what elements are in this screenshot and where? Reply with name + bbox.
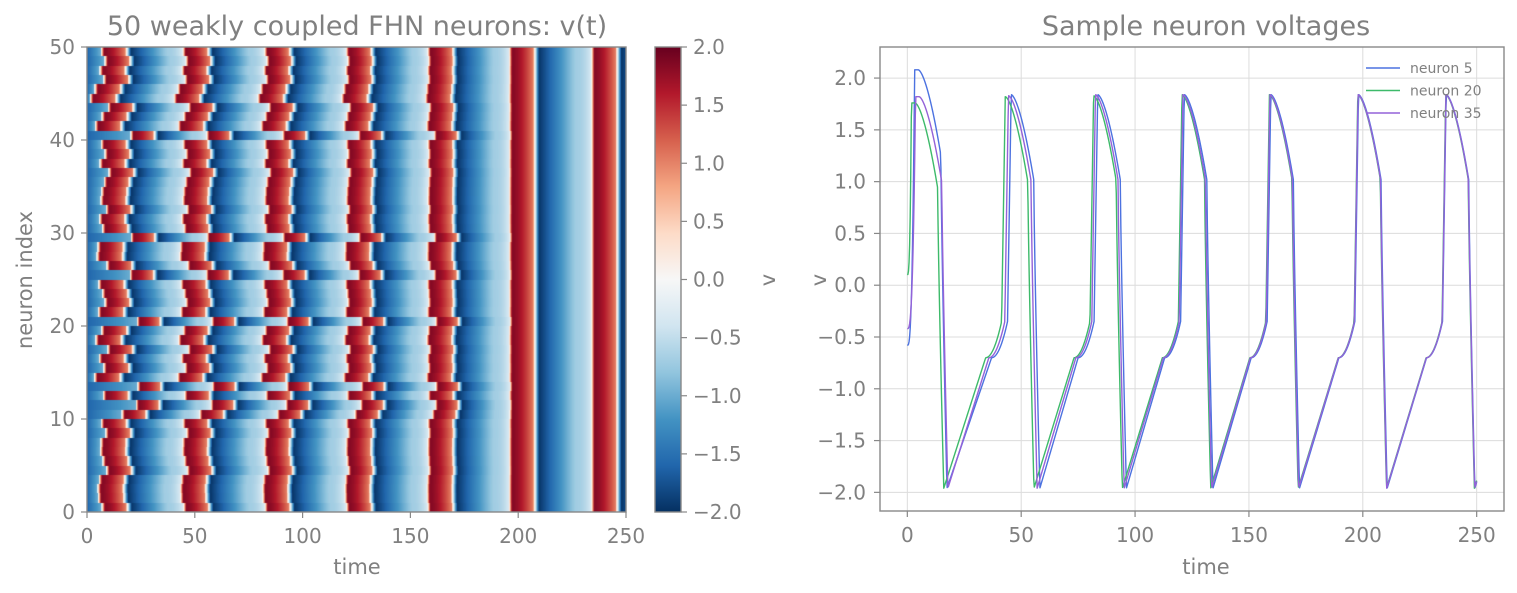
heatmap-frame [86,46,627,513]
heatmap-y-tick-label: 50 [50,35,75,59]
heatmap-panel: 50 weakly coupled FHN neurons: v(t) 0 50 1… [13,11,645,579]
line-y-tick-label: 1.0 [834,170,866,194]
line-x-tick-label: 100 [1116,523,1154,547]
line-y-tick-label: −1.5 [817,429,866,453]
line-y-tick-label: 0.0 [834,273,866,297]
heatmap-y-tick-label: 10 [50,407,75,431]
line-y-tick-label: 0.5 [834,221,866,245]
legend-label: neuron 35 [1410,106,1482,122]
line-x-label: time [1182,555,1229,579]
line-frame [879,46,1505,512]
line-y-tick-label: 1.5 [834,118,866,142]
colorbar-tick-label: −0.5 [693,326,742,350]
heatmap-raster [87,47,626,512]
series-line-neuron-35 [907,93,1478,489]
heatmap-x-tick-label: 100 [284,524,322,548]
line-y-label: v [807,274,831,286]
colorbar-tick-label: −2.0 [693,500,742,524]
colorbar-gradient [655,47,681,512]
colorbar-tick-label: 1.5 [693,93,725,117]
heatmap-x-tick-label: 0 [81,524,94,548]
series-line-neuron-20 [906,93,1478,489]
line-x-tick-label: 150 [1230,523,1268,547]
legend-label: neuron 5 [1410,61,1473,77]
line-x-tick-label: 0 [901,523,914,547]
line-x-tick-label: 250 [1458,523,1496,547]
line-x-tick-label: 200 [1344,523,1382,547]
heatmap-x-tick-label: 50 [182,524,207,548]
heatmap-x-tick-label: 200 [499,524,537,548]
line-series [906,69,1478,489]
heatmap-x-tick-label: 250 [607,524,645,548]
line-y-tick-label: −1.0 [817,377,866,401]
line-y-tick-label: −0.5 [817,325,866,349]
colorbar-tick-label: 0.5 [693,209,725,233]
line-y-tick-label: 2.0 [834,66,866,90]
line-legend: neuron 5 neuron 20 neuron 35 [1366,61,1482,122]
heatmap-y-tick-label: 0 [62,500,75,524]
colorbar-tick-label: −1.0 [693,384,742,408]
heatmap-y-ticks: 0 10 20 30 40 50 [50,35,87,524]
colorbar-tick-label: 2.0 [693,35,725,59]
heatmap-y-tick-label: 40 [50,128,75,152]
line-x-tick-label: 50 [1008,523,1033,547]
colorbar: −2.0 −1.5 −1.0 −0.5 0.0 0.5 1.0 1.5 2.0 v [654,35,780,524]
heatmap-x-tick-label: 150 [391,524,429,548]
heatmap-x-label: time [333,555,380,579]
line-grid [880,47,1504,511]
colorbar-tick-label: 0.0 [693,268,725,292]
line-x-ticks: 0 50 100 150 200 250 [901,511,1496,547]
line-y-ticks: −2.0 −1.5 −1.0 −0.5 0.0 0.5 1.0 1.5 2.0 [817,66,880,504]
heatmap-x-ticks: 0 50 100 150 200 250 [81,512,645,548]
heatmap-title: 50 weakly coupled FHN neurons: v(t) [107,11,607,42]
line-title: Sample neuron voltages [1042,11,1370,42]
colorbar-label: v [756,274,780,286]
heatmap-y-label: neuron index [13,211,37,349]
legend-label: neuron 20 [1410,84,1482,100]
colorbar-ticks: −2.0 −1.5 −1.0 −0.5 0.0 0.5 1.0 1.5 2.0 [681,35,742,524]
colorbar-tick-label: 1.0 [693,151,725,175]
line-y-tick-label: −2.0 [817,480,866,504]
series-line-neuron-5 [907,69,1478,489]
heatmap-y-tick-label: 30 [50,221,75,245]
line-panel: Sample neuron voltages 0 50 100 150 200 250 −… [807,11,1505,579]
heatmap-y-tick-label: 20 [50,314,75,338]
colorbar-tick-label: −1.5 [693,442,742,466]
